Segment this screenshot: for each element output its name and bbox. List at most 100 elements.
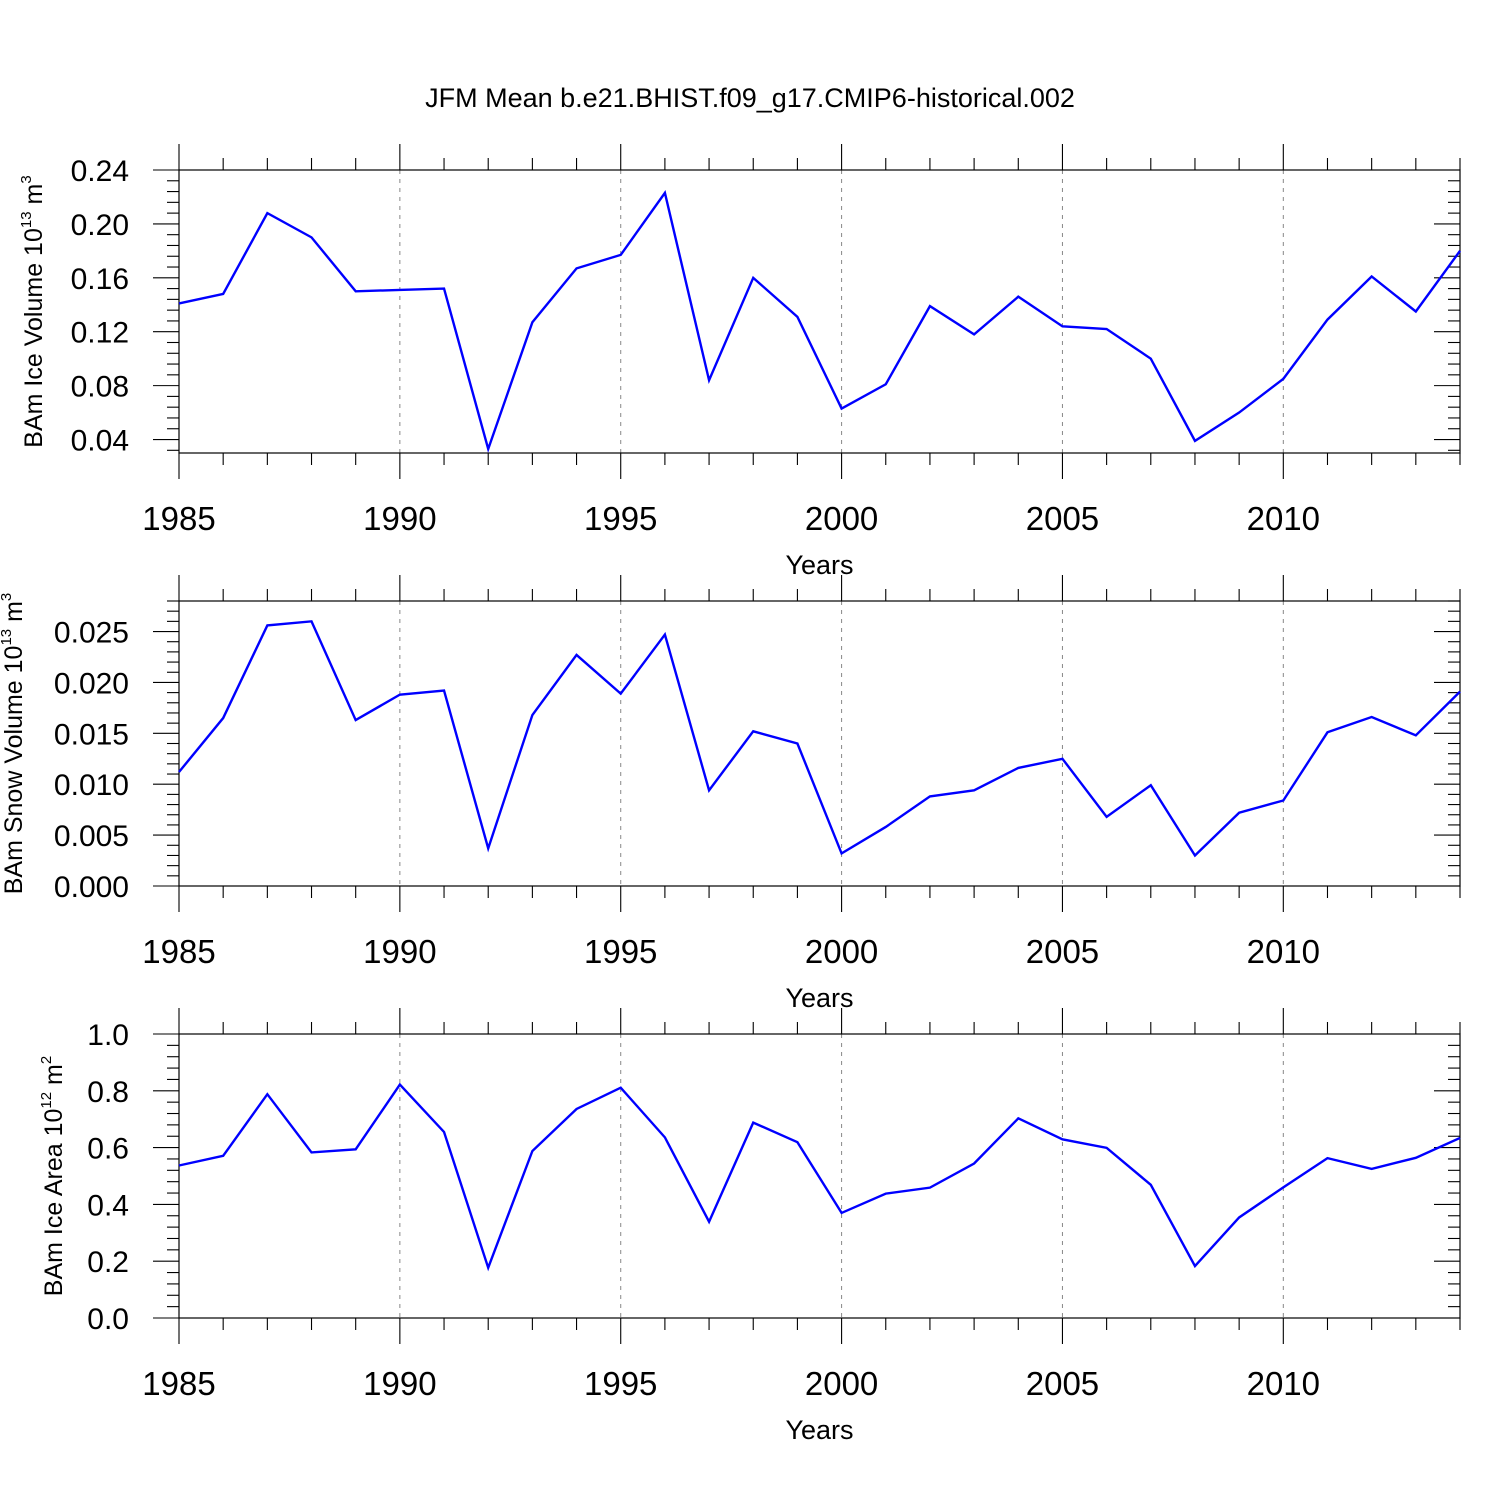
x-tick-label: 2010 <box>1247 933 1320 970</box>
data-point <box>1061 325 1063 327</box>
series-line-ice-area <box>178 1082 1461 1272</box>
y-tick-label: 0.000 <box>54 871 129 904</box>
data-point <box>973 789 975 791</box>
data-point <box>708 789 710 791</box>
data-point <box>1459 691 1461 693</box>
y-tick-label: 0.015 <box>54 718 129 751</box>
data-point <box>531 714 533 716</box>
data-point <box>1371 275 1373 277</box>
data-point <box>178 1164 180 1166</box>
series-line-ice-volume <box>178 190 1461 453</box>
y-tick-label: 0.010 <box>54 769 129 802</box>
data-point <box>885 1193 887 1195</box>
data-point <box>1238 412 1240 414</box>
data-point <box>443 690 445 692</box>
data-point <box>443 288 445 290</box>
data-point <box>576 267 578 269</box>
x-tick-label: 1985 <box>142 1365 215 1402</box>
data-point <box>841 408 843 410</box>
data-point <box>311 1151 313 1153</box>
data-point <box>1238 812 1240 814</box>
data-point <box>1194 1265 1196 1267</box>
x-axis-label: Years <box>785 1415 853 1445</box>
data-point <box>885 383 887 385</box>
data-point <box>1150 358 1152 360</box>
data-point <box>664 1136 666 1138</box>
y-tick-label: 0.16 <box>71 263 129 296</box>
data-point <box>1150 784 1152 786</box>
data-point <box>443 1131 445 1133</box>
data-point <box>796 743 798 745</box>
data-point <box>1238 1216 1240 1218</box>
figure-title: JFM Mean b.e21.BHIST.f09_g17.CMIP6-histo… <box>425 83 1075 113</box>
data-point <box>973 1163 975 1165</box>
data-point <box>1194 854 1196 856</box>
x-tick-label: 1995 <box>584 1365 657 1402</box>
data-point <box>1415 311 1417 313</box>
x-tick-label: 1990 <box>363 1365 436 1402</box>
y-axis-label: BAm Snow Volume 1013 m3 <box>0 593 28 895</box>
data-point <box>399 1084 401 1086</box>
data-point <box>399 694 401 696</box>
data-point <box>1326 319 1328 321</box>
y-tick-label: 0.005 <box>54 820 129 853</box>
y-tick-label: 0.04 <box>71 425 129 458</box>
data-point <box>266 212 268 214</box>
x-tick-label: 2010 <box>1247 500 1320 537</box>
y-tick-label: 0.0 <box>87 1303 129 1336</box>
data-point <box>1459 250 1461 252</box>
data-point <box>178 302 180 304</box>
data-point <box>620 254 622 256</box>
data-point <box>311 620 313 622</box>
plot-frame <box>178 1033 1461 1319</box>
data-point <box>1282 800 1284 802</box>
data-point <box>929 305 931 307</box>
data-point <box>1106 816 1108 818</box>
data-point <box>487 1267 489 1269</box>
data-point <box>1061 758 1063 760</box>
data-point <box>355 290 357 292</box>
data-point <box>1106 328 1108 330</box>
data-point <box>222 293 224 295</box>
x-tick-label: 1990 <box>363 933 436 970</box>
data-point <box>1415 1157 1417 1159</box>
data-point <box>222 717 224 719</box>
y-tick-label: 0.4 <box>87 1189 129 1222</box>
x-tick-label: 2000 <box>805 500 878 537</box>
y-tick-label: 0.6 <box>87 1133 129 1166</box>
data-point <box>1194 440 1196 442</box>
data-point <box>885 826 887 828</box>
data-point <box>266 624 268 626</box>
data-point <box>355 1148 357 1150</box>
data-point <box>178 771 180 773</box>
x-tick-label: 2005 <box>1026 500 1099 537</box>
panel-ice-volume: 1985 1990 1995 2000 2005 2010 0.04 0.08 0.12 0.16… <box>18 144 1461 580</box>
y-axis-label: BAm Ice Area 1012 m2 <box>38 1056 68 1296</box>
x-axis-label: Years <box>785 983 853 1013</box>
x-tick-label: 1985 <box>142 500 215 537</box>
x-axis-label: Years <box>785 550 853 580</box>
x-tick-label: 2005 <box>1026 933 1099 970</box>
data-point <box>399 289 401 291</box>
data-point <box>1371 716 1373 718</box>
data-point <box>222 1155 224 1157</box>
plot-frame <box>178 600 1461 887</box>
x-tick-label: 2000 <box>805 933 878 970</box>
data-point <box>620 693 622 695</box>
x-tick-label: 1995 <box>584 500 657 537</box>
data-point <box>1459 1137 1461 1139</box>
data-point <box>664 634 666 636</box>
y-tick-label: 0.020 <box>54 667 129 700</box>
panel-ice-area: 1985 1990 1995 2000 2005 2010 0.0 0.2 0.4 0.6 0.8 1… <box>38 1008 1461 1445</box>
data-point <box>752 730 754 732</box>
data-point <box>576 654 578 656</box>
data-point <box>752 1122 754 1124</box>
data-point <box>1150 1184 1152 1186</box>
data-point <box>1017 1117 1019 1119</box>
x-tick-label: 1995 <box>584 933 657 970</box>
data-point <box>1017 296 1019 298</box>
data-point <box>531 321 533 323</box>
x-tick-label: 1985 <box>142 933 215 970</box>
panel-snow-volume: 1985 1990 1995 2000 2005 2010 0.000 0.005 0.010 0… <box>0 575 1461 1013</box>
